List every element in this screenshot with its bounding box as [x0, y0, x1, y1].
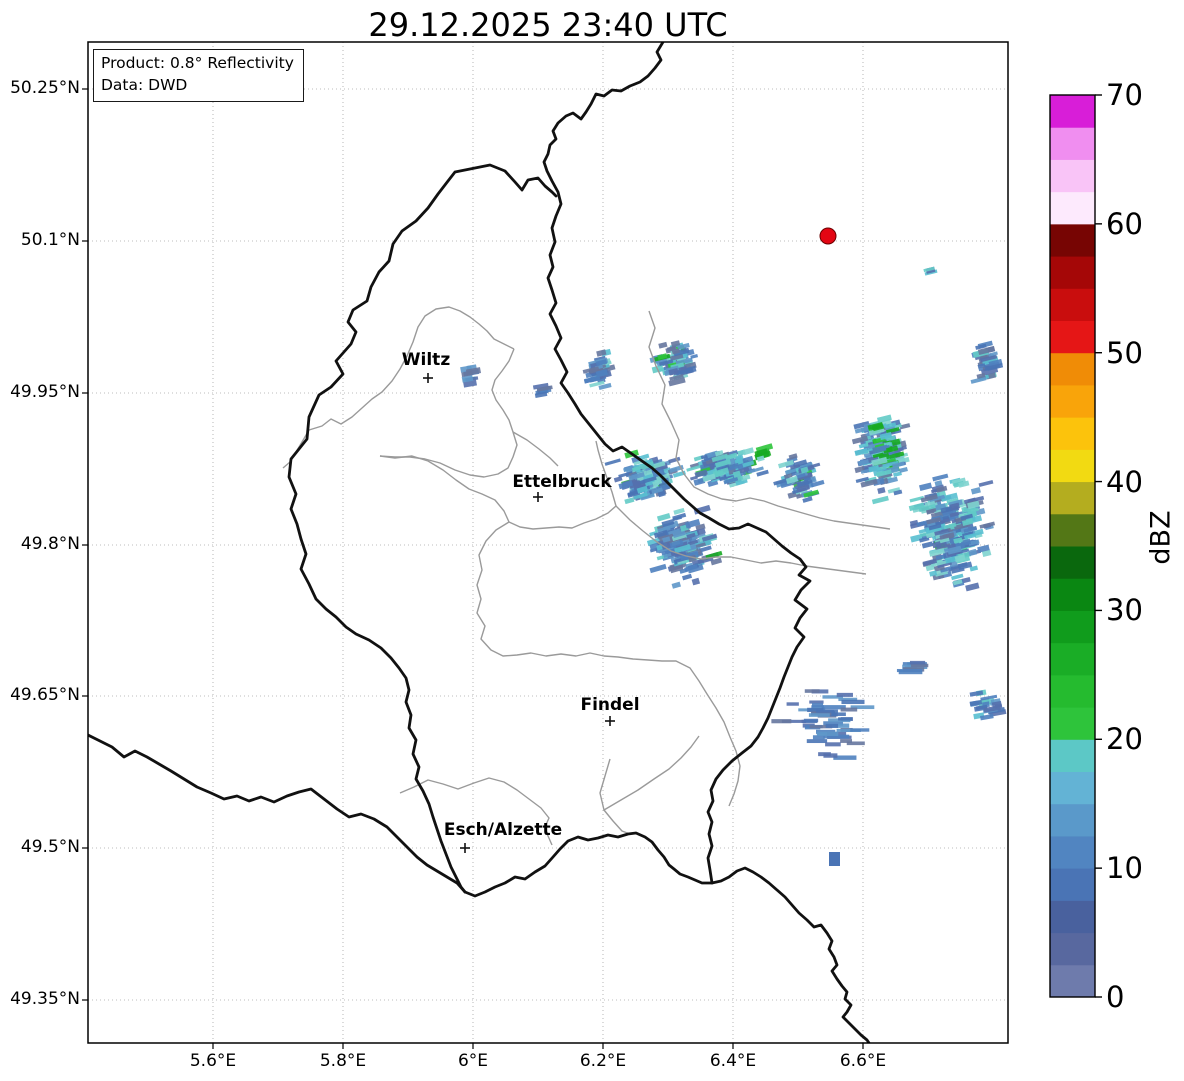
colorbar-segment	[1050, 674, 1095, 708]
colorbar-segment	[1050, 546, 1095, 579]
echo-cluster	[970, 340, 1004, 384]
colorbar-segment	[1050, 127, 1095, 160]
city-label: Findel	[580, 695, 640, 715]
colorbar-segment	[1050, 481, 1095, 515]
product-info-box: Product: 0.8° Reflectivity Data: DWD	[93, 49, 304, 103]
echo-cluster	[604, 449, 686, 505]
colorbar-segment	[1050, 578, 1095, 611]
echo-cluster	[923, 266, 938, 276]
x-tick-label: 6.6°E	[839, 1051, 887, 1071]
colorbar-segment	[1050, 95, 1095, 128]
colorbar-segment	[1050, 288, 1095, 321]
echo-cluster	[867, 422, 901, 467]
y-tick-label: 49.5°N	[20, 837, 80, 857]
colorbar-unit-label: dBZ	[1145, 510, 1177, 565]
map-frame	[87, 41, 1009, 1044]
y-tick-label: 49.35°N	[10, 989, 80, 1009]
echo-cluster	[582, 348, 616, 390]
y-tick-label: 50.25°N	[10, 78, 80, 98]
colorbar-tick-label: 70	[1106, 78, 1143, 112]
echo-cluster	[646, 504, 723, 589]
city-marker	[533, 492, 543, 502]
echo-cluster	[896, 660, 929, 675]
echo-cluster	[908, 473, 996, 592]
city-marker	[460, 843, 470, 853]
colorbar-tick-label: 30	[1106, 593, 1143, 628]
colorbar-frame	[1049, 94, 1096, 998]
x-tick-label: 6°E	[457, 1051, 489, 1071]
echo-cluster	[773, 453, 825, 503]
x-tick-label: 6.4°E	[709, 1051, 757, 1071]
colorbar-tick-label: 50	[1106, 335, 1143, 370]
city-marker	[423, 373, 433, 383]
city-label: Esch/Alzette	[443, 820, 563, 840]
colorbar-segment	[1050, 610, 1095, 644]
grid-layer	[88, 42, 1008, 1043]
radar-echo-layer	[460, 266, 1007, 866]
echo-cluster	[654, 353, 671, 362]
echo-cluster	[754, 443, 774, 462]
colorbar-segment	[1050, 449, 1095, 483]
colorbar-segment	[1050, 352, 1095, 386]
city-marker	[605, 716, 615, 726]
colorbar-segment	[1050, 417, 1095, 450]
echo-cluster	[969, 689, 1007, 721]
y-tick-label: 49.65°N	[10, 685, 80, 705]
country-borders	[88, 42, 871, 1043]
x-tick-label: 6.2°E	[579, 1051, 627, 1071]
colorbar-segment	[1050, 256, 1095, 289]
colorbar-segment	[1050, 771, 1095, 805]
axis-ticks	[82, 88, 864, 1049]
colorbar	[1049, 94, 1102, 998]
colorbar-segment	[1050, 868, 1095, 901]
colorbar-segment	[1050, 932, 1095, 966]
colorbar-segment	[1050, 964, 1095, 998]
colorbar-segment	[1050, 513, 1095, 547]
colorbar-tick-label: 10	[1106, 851, 1143, 886]
red-dot-marker	[819, 227, 837, 245]
echo-cluster	[686, 447, 769, 488]
x-tick-label: 5.8°E	[319, 1051, 367, 1071]
colorbar-tick-label: 40	[1106, 464, 1143, 499]
colorbar-tick-label: 0	[1106, 980, 1125, 1014]
colorbar-tick-label: 20	[1106, 722, 1143, 757]
colorbar-segment	[1050, 707, 1095, 740]
echo-cluster	[460, 364, 482, 388]
city-label: Ettelbruck	[512, 472, 612, 492]
echo-cluster	[532, 382, 553, 398]
colorbar-segment	[1050, 384, 1095, 418]
colorbar-segment	[1050, 191, 1095, 225]
x-tick-label: 5.6°E	[189, 1051, 237, 1071]
colorbar-segment	[1050, 642, 1095, 676]
colorbar-segment	[1050, 223, 1095, 257]
y-tick-label: 49.95°N	[10, 382, 80, 402]
colorbar-segment	[1050, 739, 1095, 772]
plot-area	[88, 42, 1008, 1043]
data-source-label: Data: DWD	[101, 75, 188, 94]
y-tick-label: 49.8°N	[20, 534, 80, 554]
echo-cluster	[649, 340, 699, 387]
echo-cluster	[771, 689, 875, 760]
colorbar-segment	[1050, 320, 1095, 354]
colorbar-segment	[1050, 803, 1095, 837]
city-label: Wiltz	[401, 350, 451, 370]
colorbar-segment	[1050, 159, 1095, 193]
colorbar-tick-label: 60	[1106, 206, 1143, 241]
product-label: Product: 0.8° Reflectivity	[101, 54, 294, 72]
map-title: 29.12.2025 23:40 UTC	[368, 6, 728, 44]
colorbar-segment	[1050, 900, 1095, 934]
colorbar-segment	[1050, 835, 1095, 869]
y-tick-label: 50.1°N	[20, 230, 80, 250]
echo-pixel	[829, 852, 840, 866]
